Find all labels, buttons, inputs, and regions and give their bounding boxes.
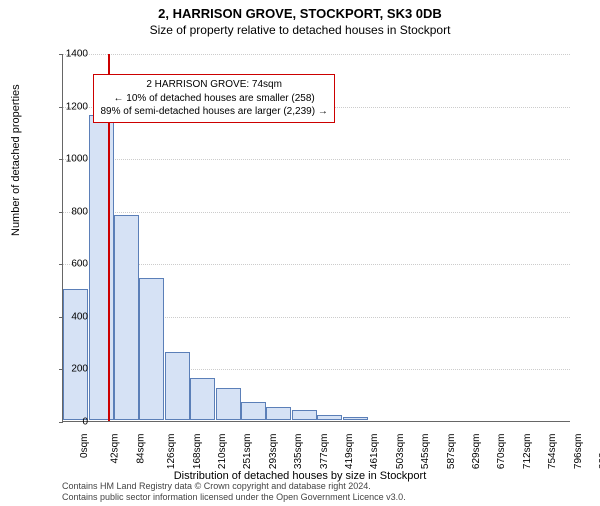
histogram-bar	[216, 388, 241, 420]
chart-subtitle: Size of property relative to detached ho…	[0, 23, 600, 37]
y-tick-label: 600	[48, 259, 88, 270]
x-tick-label: 126sqm	[166, 434, 177, 470]
histogram-bar	[241, 402, 266, 420]
y-axis-label: Number of detached properties	[10, 84, 22, 236]
x-tick-label: 335sqm	[293, 434, 304, 470]
histogram-bar	[139, 278, 164, 420]
gridline	[63, 212, 570, 213]
histogram-bar	[114, 215, 139, 420]
y-tick-label: 200	[48, 364, 88, 375]
chart-container: 2 HARRISON GROVE: 74sqm← 10% of detached…	[62, 54, 570, 422]
footer-attribution: Contains HM Land Registry data © Crown c…	[62, 481, 406, 504]
y-tick-label: 400	[48, 311, 88, 322]
y-tick-label: 1200	[48, 101, 88, 112]
histogram-bar	[89, 115, 114, 420]
histogram-bar	[63, 289, 88, 420]
histogram-bar	[343, 417, 368, 420]
x-tick-label: 629sqm	[471, 434, 482, 470]
x-tick-label: 587sqm	[446, 434, 457, 470]
gridline	[63, 264, 570, 265]
x-tick-label: 503sqm	[395, 434, 406, 470]
x-tick-label: 84sqm	[135, 434, 146, 464]
histogram-bar	[266, 407, 291, 420]
x-tick-label: 377sqm	[319, 434, 330, 470]
x-tick-label: 168sqm	[192, 434, 203, 470]
x-tick-label: 0sqm	[79, 434, 90, 458]
x-tick-label: 712sqm	[522, 434, 533, 470]
chart-title: 2, HARRISON GROVE, STOCKPORT, SK3 0DB	[0, 6, 600, 21]
plot-area: 2 HARRISON GROVE: 74sqm← 10% of detached…	[62, 54, 570, 422]
gridline	[63, 159, 570, 160]
histogram-bar	[292, 410, 317, 421]
y-tick-label: 1000	[48, 154, 88, 165]
x-tick-label: 796sqm	[573, 434, 584, 470]
gridline	[63, 54, 570, 55]
y-tick-label: 800	[48, 206, 88, 217]
footer-line-1: Contains HM Land Registry data © Crown c…	[62, 481, 406, 493]
footer-line-2: Contains public sector information licen…	[62, 492, 406, 504]
x-tick-label: 293sqm	[268, 434, 279, 470]
x-tick-label: 754sqm	[547, 434, 558, 470]
annotation-line: 89% of semi-detached houses are larger (…	[100, 105, 327, 119]
x-tick-label: 419sqm	[344, 434, 355, 470]
x-tick-label: 251sqm	[242, 434, 253, 470]
annotation-line: ← 10% of detached houses are smaller (25…	[100, 92, 327, 106]
x-tick-label: 461sqm	[369, 434, 380, 470]
histogram-bar	[190, 378, 215, 420]
x-tick-label: 42sqm	[110, 434, 121, 464]
x-tick-label: 545sqm	[420, 434, 431, 470]
x-tick-label: 670sqm	[496, 434, 507, 470]
y-tick-label: 0	[48, 417, 88, 428]
annotation-line: 2 HARRISON GROVE: 74sqm	[100, 78, 327, 92]
histogram-bar	[317, 415, 342, 420]
histogram-bar	[165, 352, 190, 420]
y-tick-label: 1400	[48, 49, 88, 60]
x-tick-label: 210sqm	[217, 434, 228, 470]
annotation-box: 2 HARRISON GROVE: 74sqm← 10% of detached…	[93, 74, 334, 123]
